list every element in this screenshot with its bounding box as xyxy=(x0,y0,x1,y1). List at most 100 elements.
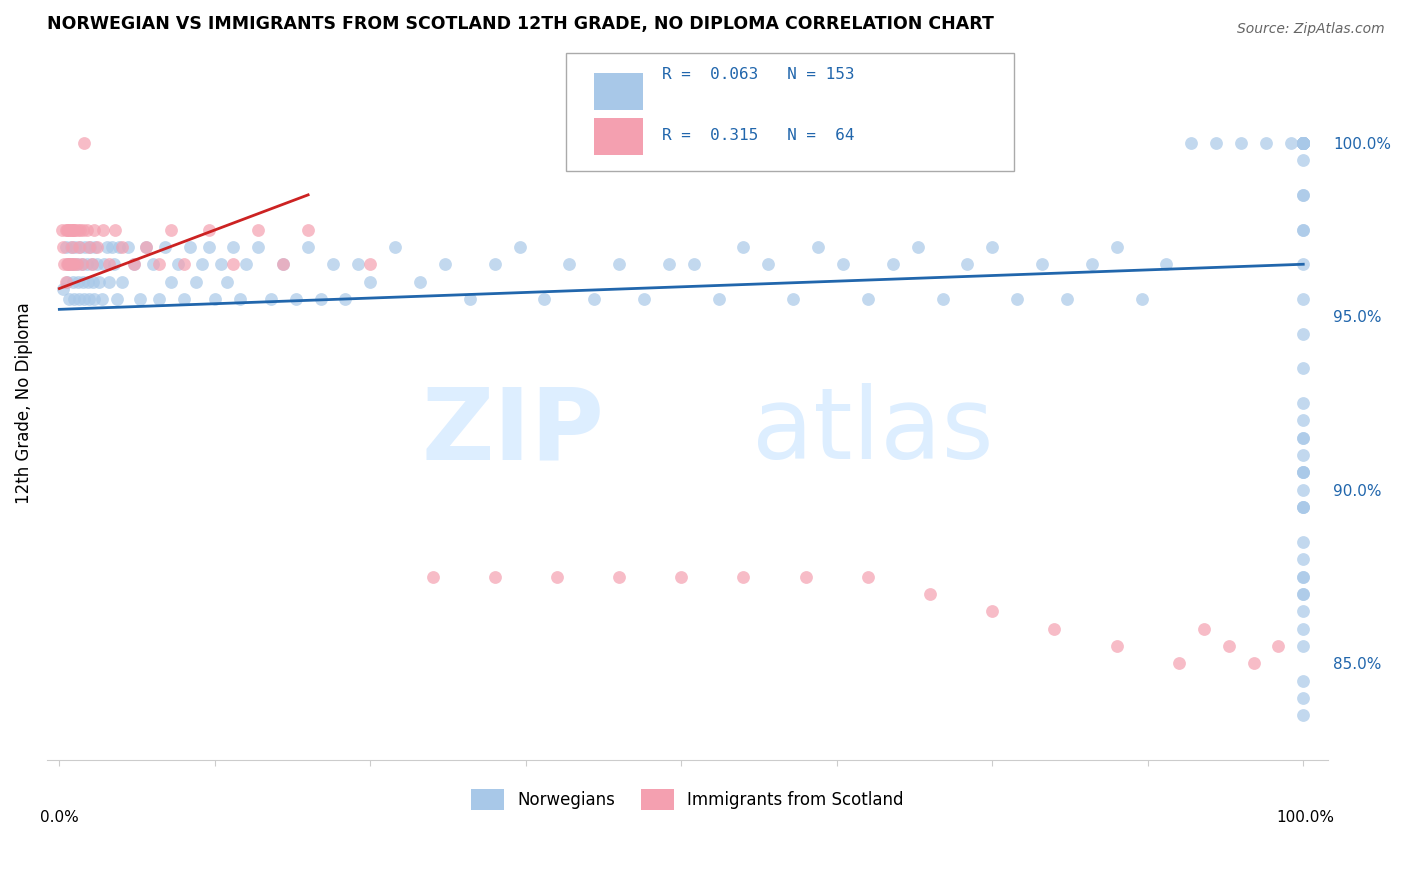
Point xyxy=(384,240,406,254)
Point xyxy=(1156,257,1178,271)
Point xyxy=(733,569,755,583)
Point xyxy=(173,292,195,306)
Point xyxy=(55,240,77,254)
Point xyxy=(222,240,245,254)
Point xyxy=(186,275,208,289)
Point xyxy=(66,257,89,271)
Point xyxy=(247,222,270,236)
Point xyxy=(80,257,103,271)
Point xyxy=(1167,657,1189,671)
Point xyxy=(247,240,270,254)
Point xyxy=(70,257,93,271)
Point xyxy=(1292,136,1315,150)
Point xyxy=(1192,622,1215,636)
Point xyxy=(148,292,170,306)
Point xyxy=(359,257,381,271)
Point xyxy=(104,222,127,236)
Point xyxy=(409,275,432,289)
Point xyxy=(59,222,82,236)
Point xyxy=(1292,500,1315,515)
Point xyxy=(1230,136,1253,150)
Point xyxy=(682,257,704,271)
Point xyxy=(882,257,904,271)
Point xyxy=(76,222,98,236)
Point xyxy=(122,257,145,271)
Point xyxy=(1081,257,1104,271)
Point xyxy=(60,257,83,271)
Point xyxy=(658,257,681,271)
Point xyxy=(322,257,344,271)
Point xyxy=(1292,431,1315,445)
Point xyxy=(433,257,456,271)
Point xyxy=(86,257,108,271)
Point xyxy=(1292,500,1315,515)
Point xyxy=(1292,500,1315,515)
Point xyxy=(907,240,929,254)
Point xyxy=(794,569,817,583)
Point xyxy=(1292,448,1315,462)
Point xyxy=(583,292,606,306)
Point xyxy=(142,257,165,271)
Point xyxy=(733,240,755,254)
Point xyxy=(100,240,122,254)
Point xyxy=(347,257,370,271)
Point xyxy=(77,275,100,289)
Point xyxy=(160,275,183,289)
Point xyxy=(69,240,91,254)
Point xyxy=(1292,136,1315,150)
Point xyxy=(52,240,75,254)
Point xyxy=(58,222,80,236)
Point xyxy=(1292,622,1315,636)
Point xyxy=(1292,292,1315,306)
Point xyxy=(63,222,86,236)
Point xyxy=(1292,604,1315,618)
Point xyxy=(1292,136,1315,150)
Point xyxy=(91,222,114,236)
Point xyxy=(86,240,108,254)
Point xyxy=(179,240,201,254)
Point xyxy=(96,240,118,254)
Point xyxy=(79,240,101,254)
Point xyxy=(1292,136,1315,150)
Point xyxy=(67,240,90,254)
Point xyxy=(73,136,96,150)
Point xyxy=(83,292,105,306)
Point xyxy=(1105,639,1128,653)
Point xyxy=(1292,569,1315,583)
Point xyxy=(1292,431,1315,445)
Point xyxy=(1292,187,1315,202)
Point xyxy=(160,222,183,236)
FancyBboxPatch shape xyxy=(565,53,1014,170)
Point xyxy=(1292,222,1315,236)
Point xyxy=(607,257,630,271)
Point xyxy=(53,257,76,271)
Text: 0.0%: 0.0% xyxy=(41,811,79,825)
Point xyxy=(1205,136,1227,150)
Point xyxy=(56,275,79,289)
Text: R =  0.063   N = 153: R = 0.063 N = 153 xyxy=(662,67,855,82)
Point xyxy=(920,587,942,601)
Point xyxy=(82,275,104,289)
Point xyxy=(1031,257,1053,271)
Point xyxy=(197,240,219,254)
Point xyxy=(856,292,879,306)
Point xyxy=(70,257,93,271)
Point xyxy=(60,222,83,236)
Text: ZIP: ZIP xyxy=(422,384,605,480)
Point xyxy=(166,257,188,271)
Point xyxy=(63,292,86,306)
Point xyxy=(297,240,319,254)
Point xyxy=(1292,326,1315,341)
Point xyxy=(228,292,250,306)
Point xyxy=(84,240,107,254)
Point xyxy=(80,257,103,271)
Point xyxy=(110,240,132,254)
Point xyxy=(509,240,531,254)
Point xyxy=(1130,292,1153,306)
Point xyxy=(56,257,79,271)
Point xyxy=(1292,136,1315,150)
Point xyxy=(122,257,145,271)
Point xyxy=(782,292,804,306)
Bar xyxy=(593,73,643,110)
Point xyxy=(204,292,226,306)
